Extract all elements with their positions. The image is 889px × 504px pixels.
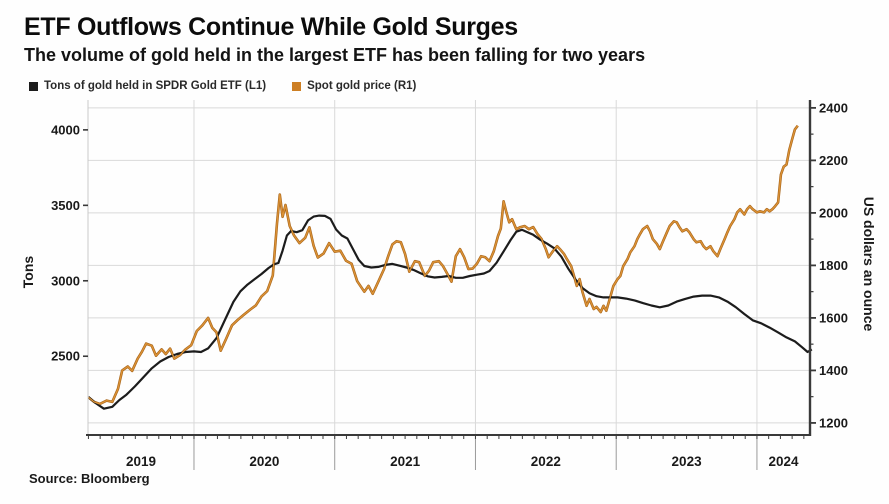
x-axis-year-label: 2019 [126, 454, 156, 469]
x-axis-year-label: 2022 [531, 454, 561, 469]
legend-item-gold-price: Spot gold price (R1) [292, 80, 416, 92]
right-axis-tick-label: 1400 [819, 363, 848, 378]
source-note: Source: Bloomberg [29, 471, 150, 486]
left-axis-tick-label: 4000 [51, 122, 80, 137]
left-axis-tick-label: 2500 [51, 349, 80, 364]
right-axis-tick-label: 2400 [819, 100, 848, 115]
legend-label-gold-price: Spot gold price (R1) [307, 80, 417, 92]
gold-price-line [87, 125, 799, 405]
right-axis-tick-label: 2000 [819, 205, 848, 220]
left-axis-tick-label: 3500 [51, 198, 80, 213]
tons-line [87, 214, 813, 410]
legend-swatch-gold-price-icon [292, 81, 302, 91]
x-axis-year-label: 2021 [390, 454, 421, 469]
right-axis-tick-label: 1200 [819, 415, 848, 430]
x-axis-year-label: 2024 [768, 454, 799, 469]
legend-label-tons: Tons of gold held in SPDR Gold ETF (L1) [44, 80, 267, 92]
gold-price-line-shadow [87, 124, 799, 406]
left-axis-title: Tons [20, 256, 36, 289]
chart-title: ETF Outflows Continue While Gold Surges [24, 13, 518, 41]
right-axis-tick-label: 2200 [819, 153, 848, 168]
legend-swatch-tons-icon [29, 81, 38, 91]
right-axis-title: US dollars an ounce [861, 197, 877, 332]
legend: Tons of gold held in SPDR Gold ETF (L1) … [29, 80, 416, 92]
right-axis-tick-label: 1800 [819, 258, 848, 273]
left-axis-tick-label: 3000 [51, 273, 80, 288]
right-axis-tick-label: 1600 [819, 310, 848, 325]
chart-subtitle: The volume of gold held in the largest E… [24, 45, 646, 65]
x-axis-year-label: 2020 [249, 454, 279, 469]
x-axis-year-label: 2023 [672, 454, 703, 469]
legend-item-tons: Tons of gold held in SPDR Gold ETF (L1) [29, 80, 266, 92]
